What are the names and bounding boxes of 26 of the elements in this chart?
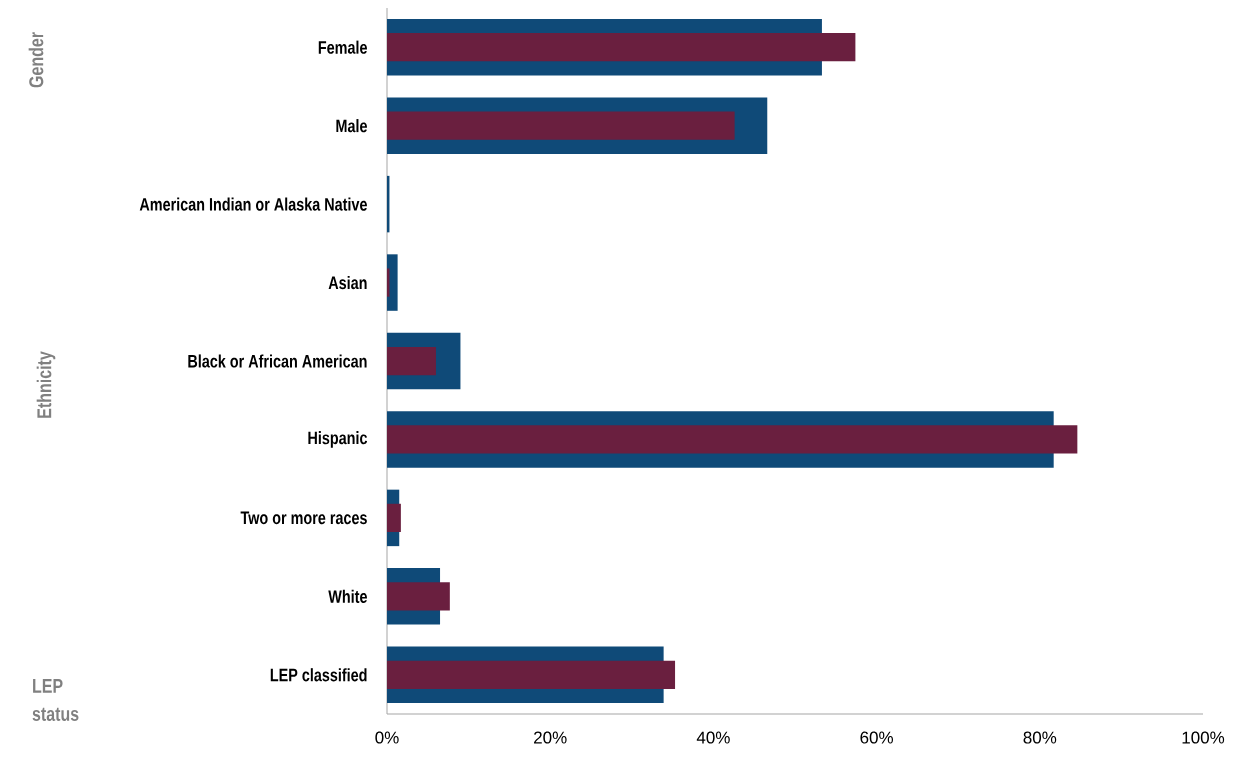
x-tick-label: 0% bbox=[375, 731, 399, 744]
bar bbox=[387, 582, 450, 611]
x-tick-label: 100% bbox=[1182, 731, 1225, 744]
bar bbox=[387, 503, 401, 533]
y-tick-label: Female bbox=[318, 40, 367, 54]
y-tick-label: Hispanic bbox=[308, 431, 368, 448]
y-tick-label: Male bbox=[336, 119, 367, 133]
bar bbox=[387, 33, 856, 62]
text: Ethnicity bbox=[36, 351, 56, 418]
y-tick-label: Two or more races bbox=[240, 511, 367, 525]
bar bbox=[387, 346, 436, 376]
bar bbox=[387, 660, 676, 689]
y-tick-label: Black or African American bbox=[188, 354, 367, 368]
bar bbox=[387, 254, 398, 311]
y-tick-label: American Indian or Alaska Native bbox=[139, 197, 367, 211]
x-tick-label: 80% bbox=[1023, 731, 1057, 744]
y-tick-label: White bbox=[328, 589, 367, 603]
text: LEP status bbox=[32, 679, 79, 721]
y-tick-label: LEP classified bbox=[270, 668, 367, 682]
y-tick-label: Asian bbox=[328, 275, 367, 290]
x-tick-label: 40% bbox=[696, 731, 730, 744]
x-tick-label: 60% bbox=[860, 731, 894, 744]
bar bbox=[387, 425, 1078, 454]
text: Gender bbox=[28, 32, 44, 88]
bar bbox=[387, 111, 735, 140]
x-tick-label: 20% bbox=[534, 731, 567, 744]
